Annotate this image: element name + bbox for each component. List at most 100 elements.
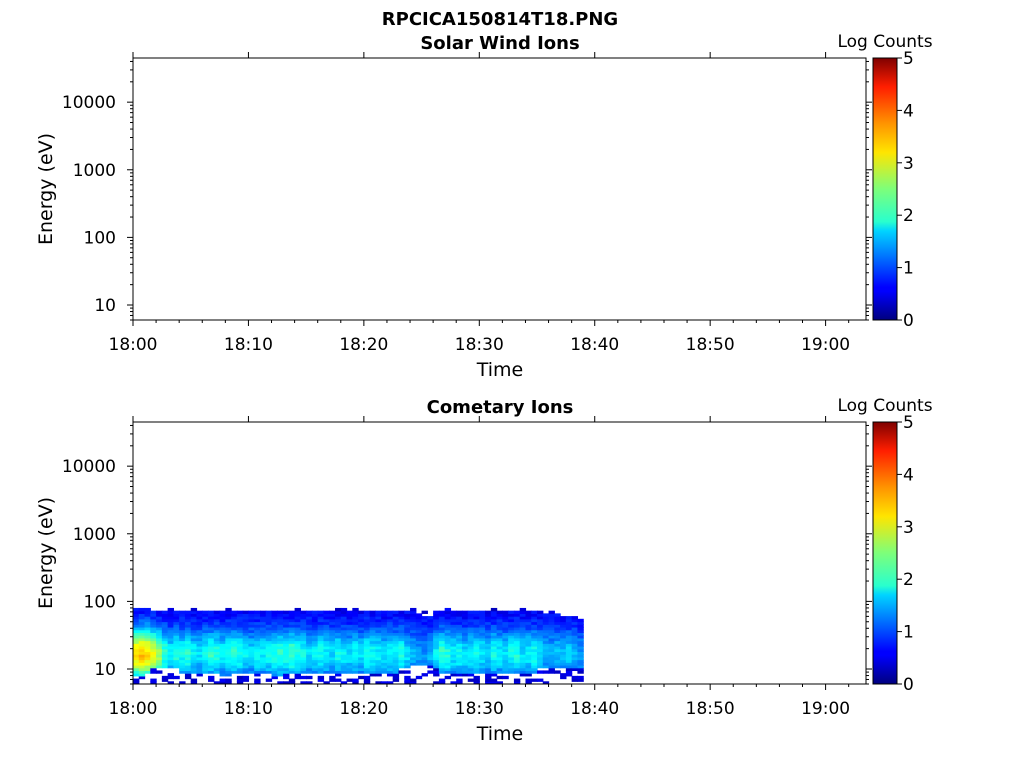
spectrogram-cell [150, 613, 157, 617]
spectrogram-cell [560, 662, 567, 666]
spectrogram-cell [542, 613, 550, 617]
spectrogram-cell [202, 632, 209, 636]
axes-frame [132, 57, 867, 321]
spectrogram-cell [479, 613, 486, 617]
spectrogram-cell [311, 648, 319, 653]
spectrogram-cell [352, 645, 359, 650]
spectrogram-cell [208, 662, 215, 666]
spectrogram-cell [502, 675, 509, 680]
spectrogram-cell [323, 640, 330, 644]
spectrogram-cell [392, 678, 400, 682]
spectrogram-cell [294, 643, 301, 647]
spectrogram-cell [410, 635, 417, 639]
spectrogram-cell [306, 613, 313, 617]
spectrogram-cell [358, 632, 365, 636]
spectrogram-cell [173, 637, 180, 642]
spectrogram-cell [150, 616, 157, 620]
spectrogram-cell [525, 659, 532, 663]
spectrogram-cell [415, 640, 423, 644]
spectrogram-cell [415, 632, 423, 636]
spectrogram-cell [190, 654, 198, 658]
spectrogram-cell [519, 670, 527, 674]
spectrogram-cell [560, 656, 567, 661]
spectrogram-cell [490, 626, 498, 631]
spectrogram-cell [133, 678, 140, 682]
spectrogram-cell [358, 616, 365, 620]
spectrogram-cell [335, 629, 342, 633]
spectrogram-cell [410, 629, 417, 633]
spectrogram-cell [277, 667, 284, 672]
spectrogram-cell [179, 624, 186, 628]
spectrogram-cell [208, 635, 215, 639]
spectrogram-cell [317, 678, 325, 682]
colorbar-tick-label: 5 [903, 49, 914, 69]
spectrogram-cell [548, 635, 555, 639]
spectrogram-cell [317, 651, 325, 655]
spectrogram-cell [311, 616, 319, 620]
spectrogram-cell [161, 678, 169, 682]
spectrogram-cell [386, 613, 394, 617]
x-tick-label: 18:40 [570, 335, 619, 355]
spectrogram-cell [225, 624, 232, 628]
spectrogram-cell [265, 613, 273, 617]
spectrogram-cell [456, 654, 463, 658]
spectrogram-cell [156, 662, 163, 666]
spectrogram-cell [323, 635, 330, 639]
spectrogram-cell [410, 624, 417, 628]
spectrogram-cell [577, 656, 584, 661]
spectrogram-cell [346, 613, 353, 617]
spectrogram-cell [398, 632, 405, 636]
spectrogram-cell [248, 632, 255, 636]
spectrogram-cell [548, 610, 555, 614]
spectrogram-cell [485, 613, 492, 617]
spectrogram-cell [265, 656, 273, 661]
spectrogram-cell [311, 635, 319, 639]
spectrogram-cell [438, 629, 446, 633]
spectrogram-cell [421, 651, 428, 655]
spectrogram-cell [473, 616, 480, 620]
spectrogram-cell [202, 645, 209, 650]
spectrogram-cell [306, 659, 313, 663]
spectrogram-cell [254, 654, 261, 658]
spectrogram-cell [508, 659, 515, 663]
spectrogram-cell [196, 651, 203, 655]
spectrogram-cell [358, 670, 365, 674]
spectrogram-cell [358, 667, 365, 672]
spectrogram-cell [363, 632, 371, 636]
spectrogram-cell [323, 613, 330, 617]
spectrogram-cell [410, 626, 417, 631]
spectrogram-cell [317, 675, 325, 680]
spectrogram-cell [329, 610, 336, 614]
spectrogram-cell [363, 624, 371, 628]
spectrogram-cell [306, 675, 313, 680]
spectrogram-cell [577, 648, 584, 653]
spectrogram-cell [323, 681, 330, 684]
spectrogram-cell [340, 637, 348, 642]
spectrogram-cell [265, 618, 273, 623]
spectrogram-cell [537, 662, 544, 666]
spectrogram-cell [144, 632, 151, 636]
spectrogram-cell [213, 632, 221, 636]
spectrogram-cell [225, 664, 232, 669]
spectrogram-cell [427, 662, 434, 666]
spectrogram-cell [346, 629, 353, 633]
spectrogram-cell [144, 654, 151, 658]
spectrogram-cell [288, 651, 296, 655]
spectrogram-cell [190, 670, 198, 674]
spectrogram-cell [502, 618, 509, 623]
spectrogram-cell [213, 624, 221, 628]
spectrogram-cell [410, 640, 417, 644]
y-tick-label: 10 [94, 660, 116, 680]
spectrogram-cell [340, 659, 348, 663]
spectrogram-cell [531, 656, 538, 661]
spectrogram-cell [415, 654, 423, 658]
spectrogram-cell [294, 629, 301, 633]
spectrogram-cell [340, 645, 348, 650]
spectrogram-cell [150, 659, 157, 663]
spectrogram-cell [179, 610, 186, 614]
spectrogram-cell [173, 635, 180, 639]
spectrogram-cell [444, 618, 452, 623]
spectrogram-cell [542, 616, 550, 620]
spectrogram-cell [202, 637, 209, 642]
spectrogram-cell [496, 645, 503, 650]
